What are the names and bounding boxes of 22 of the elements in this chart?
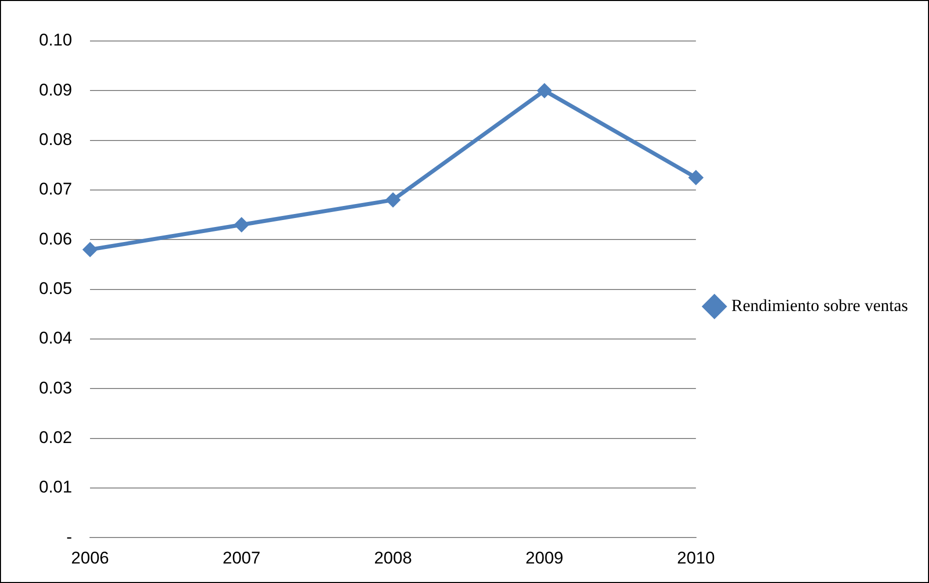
y-tick-label: 0.10 xyxy=(38,30,72,50)
x-tick-label: 2006 xyxy=(71,548,109,568)
y-tick-label: 0.08 xyxy=(38,130,72,150)
y-tick-label: - xyxy=(66,527,72,546)
y-tick-label: 0.06 xyxy=(38,229,72,248)
y-tick-label: 0.01 xyxy=(38,478,72,497)
y-tick-label: 0.09 xyxy=(38,80,72,100)
y-tick-label: 0.04 xyxy=(38,328,72,348)
x-tick-label: 2010 xyxy=(677,548,715,568)
y-tick-label: 0.05 xyxy=(38,278,72,298)
point xyxy=(82,242,98,258)
x-tick-label: 2008 xyxy=(374,548,412,568)
x-tick-label: 2009 xyxy=(526,548,564,568)
y-tick-label: 0.03 xyxy=(38,378,72,398)
legend-label: Rendimiento sobre ventas xyxy=(731,296,908,315)
y-tick-label: 0.02 xyxy=(38,428,72,447)
point xyxy=(688,170,704,186)
x-tick-label: 2007 xyxy=(222,548,260,568)
y-tick-label: 0.07 xyxy=(38,180,72,199)
point xyxy=(234,217,250,232)
point xyxy=(536,83,552,98)
point xyxy=(386,192,401,208)
